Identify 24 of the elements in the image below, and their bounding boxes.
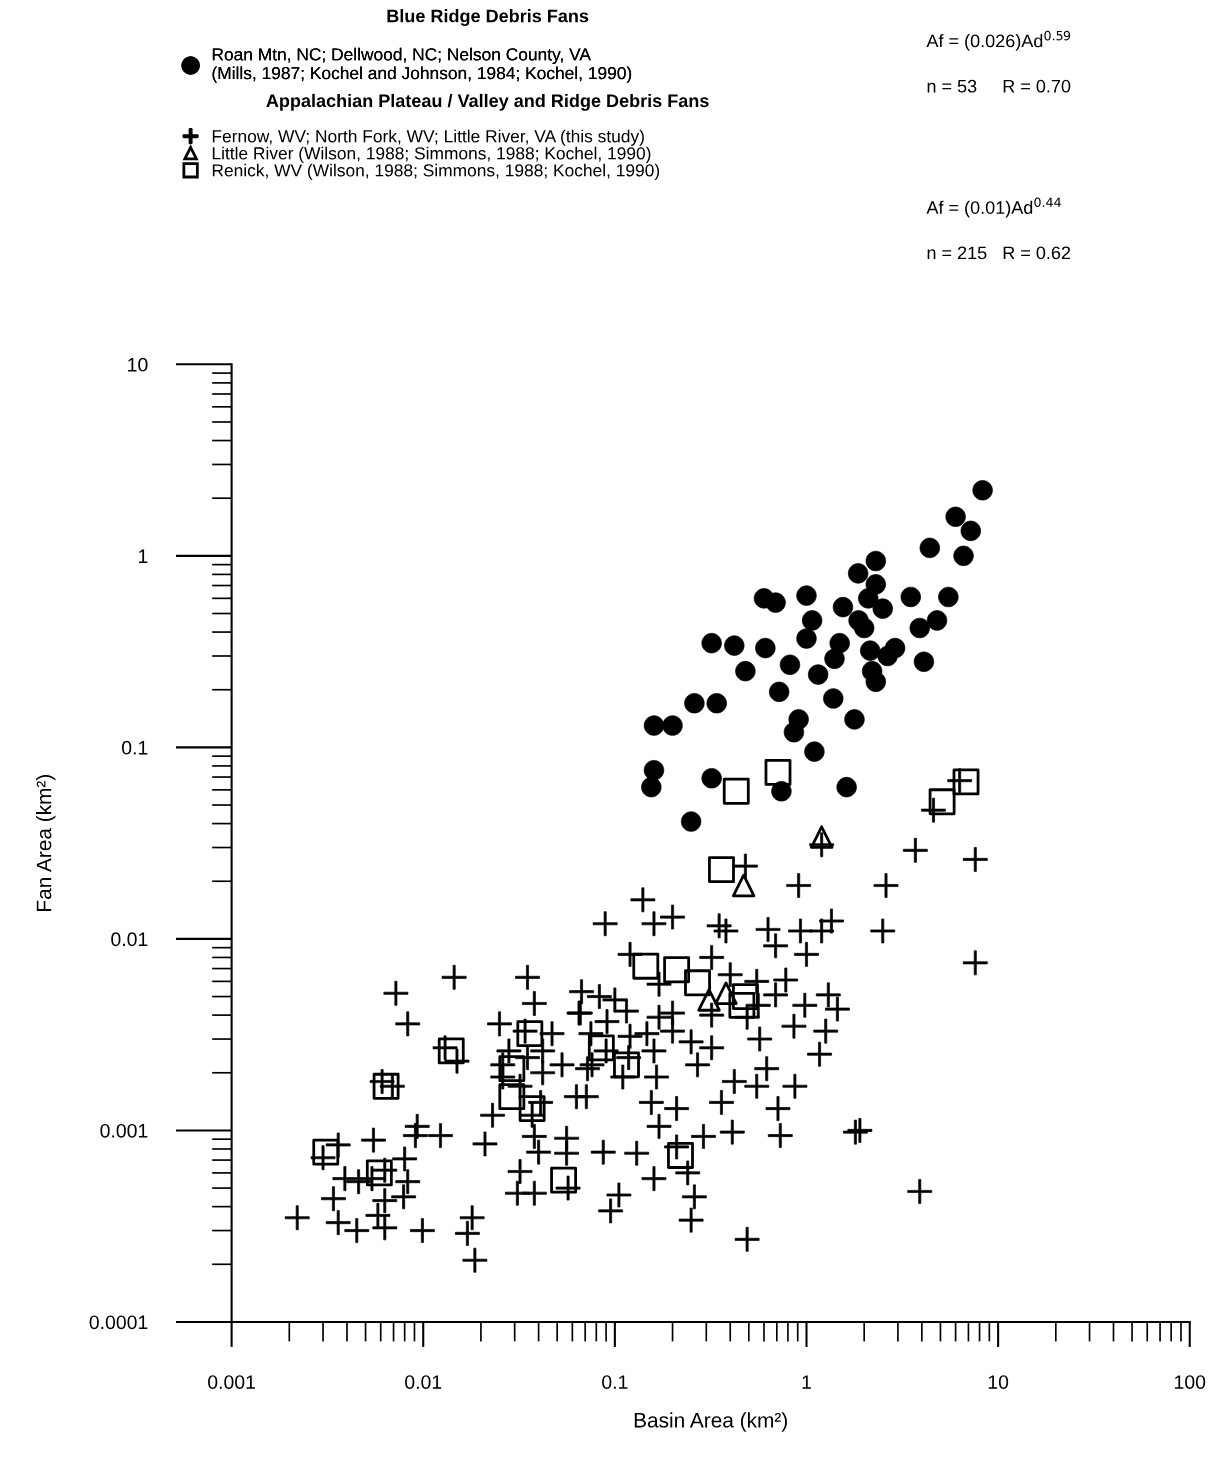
x-axis-title: Basin Area (km²): [634, 1412, 787, 1432]
y-tick-label: 0.001: [100, 1123, 148, 1138]
x-tick-label: 10: [988, 1375, 1009, 1389]
text: Af = (0.026)Ad$^{0.59}$: [926, 30, 1071, 51]
y-tick-label: 0.0001: [89, 1315, 148, 1330]
text: Appalachian Plateau / Valley and Ridge Debris Fans: [266, 93, 709, 111]
text: n = 53 R = 0.70: [927, 79, 1071, 93]
x-tick-label: 100: [1175, 1375, 1206, 1389]
x-tick-label: 1: [802, 1375, 811, 1389]
legend-label: Renick, WV (Wilson, 1988; Simmons, 1988; Kochel, 1990): [212, 163, 660, 180]
x-tick-label: 0.001: [208, 1375, 255, 1389]
legend-label: Little River (Wilson, 1988; Simmons, 1988; Kochel, 1990): [212, 146, 651, 163]
y-tick-label: 0.01: [111, 932, 148, 947]
text: n = 215 R = 0.62: [927, 246, 1071, 260]
x-tick-label: 0.1: [602, 1375, 628, 1389]
legend-label: Roan Mtn, NC; Dellwood, NC; Nelson County, VA (Mills, 1987; Kochel and Johnson, 1984; Kochel, 1990): [212, 47, 632, 83]
text: Blue Ridge Debris Fans: [387, 9, 589, 26]
text: Af = (0.01)Ad$^{0.44}$: [926, 197, 1061, 218]
y-tick-label: 0.1: [122, 740, 148, 755]
y-axis-title: Fan Area (km²): [36, 774, 56, 911]
y-tick-label: 10: [128, 357, 148, 372]
legend-label: Fernow, WV; North Fork, WV; Little River, VA (this study): [212, 129, 644, 146]
y-tick-label: 1: [138, 549, 148, 563]
x-tick-label: 0.01: [405, 1375, 442, 1389]
